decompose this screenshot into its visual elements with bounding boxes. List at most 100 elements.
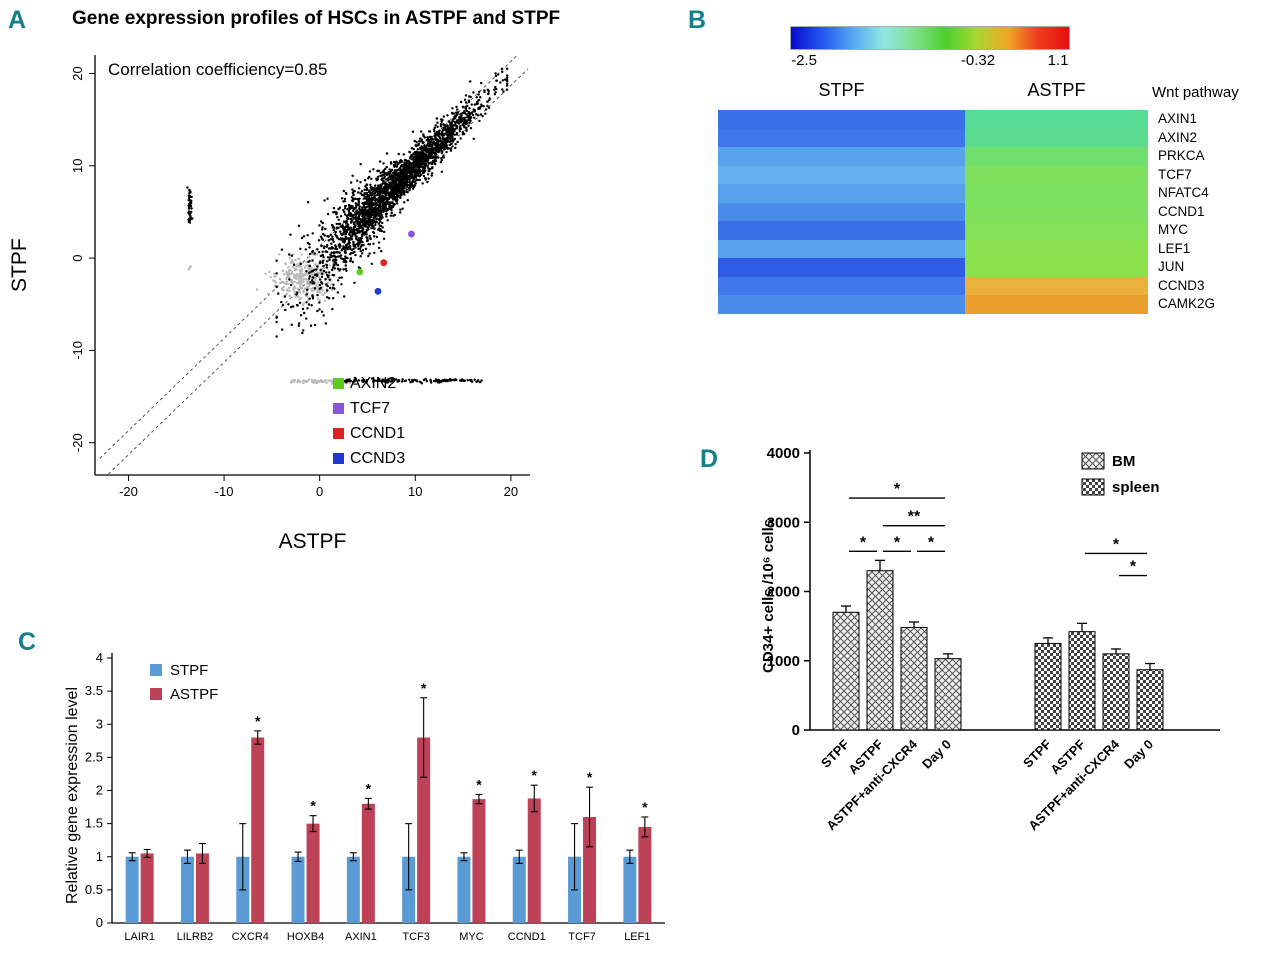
bar-spleen-STPF bbox=[1034, 642, 1062, 731]
svg-text:2.5: 2.5 bbox=[85, 749, 103, 764]
colorbar-min-label: -2.5 bbox=[791, 52, 817, 69]
x-tick-BM-Day 0: Day 0 bbox=[919, 737, 954, 772]
bar-spleen-ASTPF bbox=[1068, 631, 1096, 731]
gene-label-MYC: MYC bbox=[1158, 222, 1188, 237]
bar-STPF-LEF1 bbox=[623, 856, 637, 923]
legend-swatch-ASTPF bbox=[150, 688, 162, 700]
x-tick-CCND1: CCND1 bbox=[508, 931, 546, 943]
panel-d-letter: D bbox=[700, 445, 719, 473]
gene-label-list: AXIN1 AXIN2 PRKCA TCF7 NFATC4 CCND1 MYC LEF1 JUN… bbox=[1158, 110, 1215, 314]
gene-label-PRKCA: PRKCA bbox=[1158, 148, 1205, 163]
svg-text:3000: 3000 bbox=[767, 514, 800, 531]
panel-a-title: Gene expression profiles of HSCs in ASTP… bbox=[72, 8, 561, 29]
bar-ASTPF-AXIN1 bbox=[361, 803, 375, 923]
heatmap-cell-stpf-PRKCA bbox=[718, 147, 965, 166]
patterned-bar-chart: 01000200030004000STPFASTPFASTPF+anti-CXC… bbox=[767, 445, 1220, 833]
significance-star-TCF7: * bbox=[587, 769, 593, 785]
highlight-point-CCND3 bbox=[374, 287, 382, 295]
heatmap-cell-stpf-MYC bbox=[718, 221, 965, 240]
gene-label-AXIN1: AXIN1 bbox=[1158, 111, 1198, 126]
svg-text:10: 10 bbox=[408, 484, 422, 499]
heatmap-cell-astpf-CCND3 bbox=[965, 276, 1148, 295]
bar-STPF-AXIN1 bbox=[346, 856, 360, 923]
heatmap-cell-astpf-JUN bbox=[965, 258, 1148, 277]
highlight-point-CCND1 bbox=[380, 259, 388, 267]
bar-BM-Day 0 bbox=[934, 658, 962, 731]
significance-star: * bbox=[894, 481, 901, 498]
heatmap-cell-astpf-MYC bbox=[965, 221, 1148, 240]
svg-text:0.5: 0.5 bbox=[85, 882, 103, 897]
heatmap-cell-astpf-NFATC4 bbox=[965, 184, 1148, 203]
x-tick-MYC: MYC bbox=[459, 931, 484, 943]
bar-ASTPF-HOXB4 bbox=[306, 823, 320, 923]
heatmap-cell-astpf-CAMK2G bbox=[965, 295, 1148, 314]
legend-swatch-CCND3 bbox=[333, 453, 344, 464]
heatmap-cell-stpf-JUN bbox=[718, 258, 965, 277]
panel-c-ylabel: Relative gene expression level bbox=[64, 686, 81, 904]
panel-a-letter: A bbox=[8, 6, 27, 34]
gene-label-CAMK2G: CAMK2G bbox=[1158, 296, 1216, 311]
panel-d: 0 1000 2000 3000 4000 STPF ASTPF ASTPF+anti-CXC… bbox=[690, 425, 1280, 969]
heatmap-cell-astpf-TCF7 bbox=[965, 165, 1148, 184]
significance-star: * bbox=[894, 534, 901, 551]
heatmap-cell-stpf-CAMK2G bbox=[718, 295, 965, 314]
heatmap-cell-stpf-CCND1 bbox=[718, 202, 965, 221]
heatmap-cell-stpf-LEF1 bbox=[718, 239, 965, 258]
svg-text:2000: 2000 bbox=[767, 584, 800, 601]
significance-star-TCF3: * bbox=[421, 680, 427, 696]
x-tick-LEF1: LEF1 bbox=[624, 931, 650, 943]
svg-text:0: 0 bbox=[96, 915, 103, 930]
svg-text:-10: -10 bbox=[70, 341, 85, 360]
heatmap-cell-stpf-AXIN1 bbox=[718, 110, 965, 129]
bar-ASTPF-LILRB2 bbox=[195, 853, 209, 923]
bar-ASTPF-TCF3 bbox=[417, 737, 431, 923]
panel-c-letter: C bbox=[18, 628, 37, 656]
heatmap-cell-stpf-CCND3 bbox=[718, 276, 965, 295]
heatmap-column-astpf bbox=[965, 110, 1148, 314]
heatmap-cell-stpf-NFATC4 bbox=[718, 184, 965, 203]
bar-STPF-LAIR1 bbox=[125, 856, 139, 923]
svg-text:1.5: 1.5 bbox=[85, 816, 103, 831]
panel-b-letter: B bbox=[688, 6, 707, 34]
gene-label-CCND1: CCND1 bbox=[1158, 203, 1205, 219]
x-tick-TCF3: TCF3 bbox=[402, 931, 430, 943]
gene-label-TCF7: TCF7 bbox=[1158, 166, 1192, 182]
bar-ASTPF-MYC bbox=[472, 799, 486, 923]
bar-ASTPF-LEF1 bbox=[638, 826, 652, 923]
significance-star-HOXB4: * bbox=[310, 798, 316, 814]
significance-star-CXCR4: * bbox=[255, 713, 261, 729]
x-tick-CXCR4: CXCR4 bbox=[232, 931, 269, 943]
svg-text:0: 0 bbox=[316, 484, 323, 499]
highlight-point-TCF7 bbox=[408, 230, 415, 238]
gene-label-CCND3: CCND3 bbox=[1158, 277, 1205, 293]
bar-BM-STPF bbox=[832, 611, 860, 731]
heatmap bbox=[718, 110, 1148, 314]
legend-swatch-STPF bbox=[150, 664, 162, 676]
panel-d-ylabel: CD34+ cells /10⁶ cells bbox=[760, 518, 777, 673]
panel-c: 0 0.5 1 1.5 2 2.5 3 3.5 4 LAIR1 LILRB2 CXCR4 * HOXB4 *… bbox=[0, 618, 690, 969]
svg-text:2: 2 bbox=[96, 783, 103, 798]
legend-swatch-CCND1 bbox=[333, 428, 344, 439]
svg-text:3.5: 3.5 bbox=[85, 683, 103, 698]
svg-text:20: 20 bbox=[504, 484, 518, 499]
svg-text:0: 0 bbox=[792, 722, 800, 739]
svg-text:10: 10 bbox=[70, 159, 85, 173]
svg-text:-10: -10 bbox=[215, 484, 234, 499]
panel-b: B -2.5 -0.32 1.1 STPF ASTPF Wnt pathway … bbox=[680, 0, 1280, 370]
heatmap-cell-astpf-LEF1 bbox=[965, 239, 1148, 258]
heatmap-cell-stpf-AXIN2 bbox=[718, 128, 965, 147]
panel-a: A Gene expression profiles of HSCs in AS… bbox=[0, 0, 672, 616]
svg-text:0: 0 bbox=[70, 254, 85, 261]
svg-text:4000: 4000 bbox=[767, 445, 800, 462]
significance-star: * bbox=[1113, 536, 1120, 553]
x-tick-spleen-Day 0: Day 0 bbox=[1121, 737, 1156, 772]
highlight-point-AXIN2 bbox=[356, 268, 364, 276]
correlation-annotation: Correlation coefficiency=0.85 bbox=[108, 60, 328, 79]
heatmap-column-stpf bbox=[718, 110, 965, 314]
bar-STPF-HOXB4 bbox=[291, 856, 305, 923]
svg-text:-20: -20 bbox=[119, 484, 138, 499]
bar-ASTPF-CXCR4 bbox=[251, 737, 265, 923]
significance-star: * bbox=[860, 534, 867, 551]
significance-star-MYC: * bbox=[476, 776, 482, 792]
panel-a-xlabel: ASTPF bbox=[278, 530, 347, 553]
